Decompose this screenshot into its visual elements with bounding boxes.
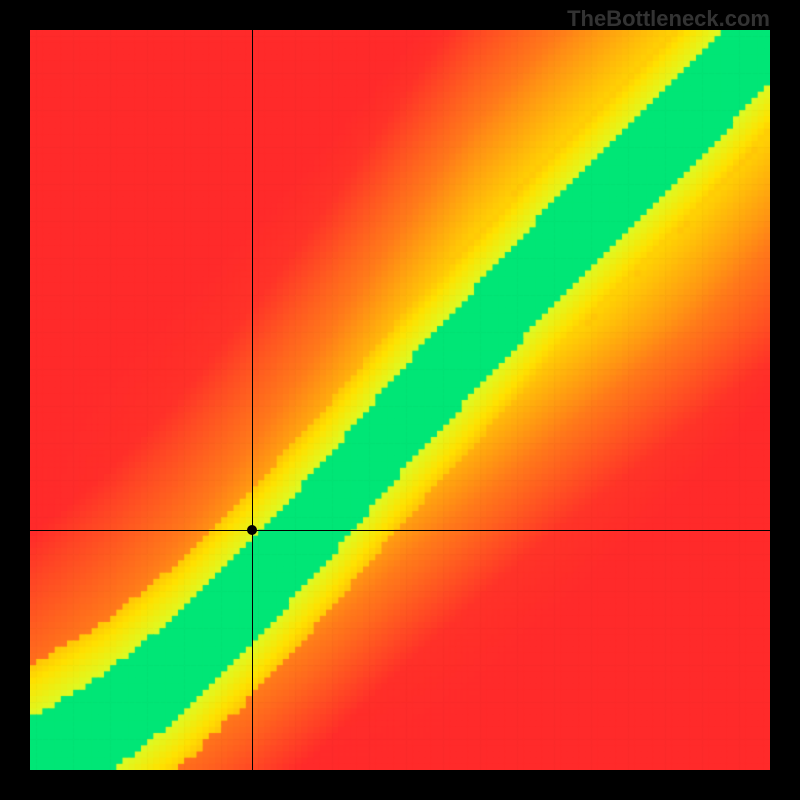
heatmap-canvas: [30, 30, 770, 770]
watermark-text: TheBottleneck.com: [567, 6, 770, 32]
heatmap-plot-area: [30, 30, 770, 770]
marker-dot: [247, 525, 257, 535]
crosshair-vertical: [252, 30, 253, 770]
crosshair-horizontal: [30, 530, 770, 531]
